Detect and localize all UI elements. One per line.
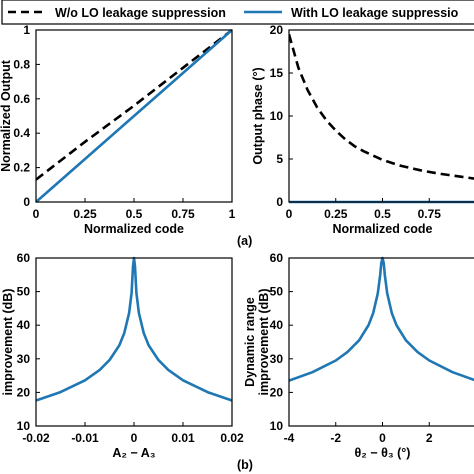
y-axis-label-a-left: Normalized Output [0,59,13,172]
x-tick-label: 0.75 [418,207,442,221]
y-axis-label-a-right: Output phase (°) [251,67,265,164]
y-tick-label: 10 [270,419,284,433]
y-tick-label: 50 [270,285,284,299]
y-tick-label: 15 [270,66,284,80]
y-tick-label: 10 [270,109,284,123]
x-tick-label: -0.02 [22,431,50,445]
y-tick-label: 20 [270,23,284,37]
x-tick-label: -0.01 [71,431,99,445]
chart-a-left: 0 0.25 0.5 0.75 1 0 0.2 0.4 0.6 0.8 1 Normalized co… [0,23,236,236]
legend-box [1,0,474,25]
x-tick-label: -2 [330,431,341,445]
y-tick-label: 0.8 [13,57,30,71]
y-axis-label-b-left: improvement (dB) [1,289,15,396]
axes-frame-b-left [35,257,233,427]
y-axis-label-b-right: Dynamic rangeimprovement (dB) [243,289,271,396]
x-tick-label: 2 [426,431,433,445]
legend: W/o LO leakage suppression With LO leaka… [1,0,474,25]
series-a-left-with-suppression [36,29,232,203]
series-b-left-with-suppression [36,256,232,402]
chart-b-left: -0.02 -0.01 0 0.01 0.02 10 20 30 40 50 60 A₂ − A₃ im… [1,251,244,460]
x-tick-label: 0 [33,207,40,221]
x-tick-label: -4 [284,431,295,445]
y-tick-label: 0 [276,195,283,209]
y-tick-label: 60 [270,251,284,265]
series-b-right-with-suppression [289,256,474,382]
x-axis-label-a-left: Normalized code [84,222,184,236]
y-tick-label: 30 [17,352,31,366]
legend-label-with: With LO leakage suppressio [291,6,459,20]
y-tick-label: 30 [270,352,284,366]
x-tick-label: 0.5 [126,207,143,221]
y-tick-label: 0.4 [13,126,30,140]
y-tick-label: 20 [17,385,31,399]
figure-label-a: (a) [237,234,252,248]
y-tick-label: 1 [23,23,30,37]
chart-a-right: 0 0.25 0.5 0.75 0 5 10 15 20 Normalized code Outpu… [251,23,474,236]
x-tick-label: 0 [379,431,386,445]
x-tick-label: 0.01 [171,431,195,445]
x-tick-label: 0.02 [220,431,244,445]
x-tick-label: 0 [131,431,138,445]
y-tick-label: 20 [270,385,284,399]
y-axis-label-line1: Dynamic range [243,297,257,387]
x-tick-label: 0.25 [73,207,97,221]
y-tick-label: 5 [276,152,283,166]
y-tick-label: 0.6 [13,92,30,106]
x-axis-label-b-right: θ₂ − θ₃ (°) [355,446,411,460]
series-a-right-without-suppression [289,33,474,180]
y-tick-label: 50 [17,285,31,299]
y-tick-label: 40 [270,318,284,332]
y-tick-label: 40 [17,318,31,332]
x-tick-label: 0.75 [171,207,195,221]
y-axis-label-line2: improvement (dB) [257,289,271,396]
chart-b-right: -4 -2 0 2 10 20 30 40 50 60 θ₂ − θ₃ (°) Dynamic ran… [243,251,474,460]
y-tick-label: 10 [17,419,31,433]
x-tick-label: 0.5 [374,207,391,221]
x-tick-label: 1 [229,207,236,221]
x-tick-label: 0 [286,207,293,221]
x-axis-label-a-right: Normalized code [332,222,432,236]
y-tick-label: 60 [17,251,31,265]
x-axis-label-b-left: A₂ − A₃ [112,446,155,460]
axes-frame-a-right [288,29,474,203]
axes-frame-b-right [288,257,474,427]
figure-label-b: (b) [237,458,253,472]
series-a-left-without-suppression [36,28,232,181]
y-tick-label: 0 [23,195,30,209]
x-tick-label: 0.25 [324,207,348,221]
y-tick-label: 0.2 [13,161,30,175]
legend-label-without: W/o LO leakage suppression [55,6,226,20]
